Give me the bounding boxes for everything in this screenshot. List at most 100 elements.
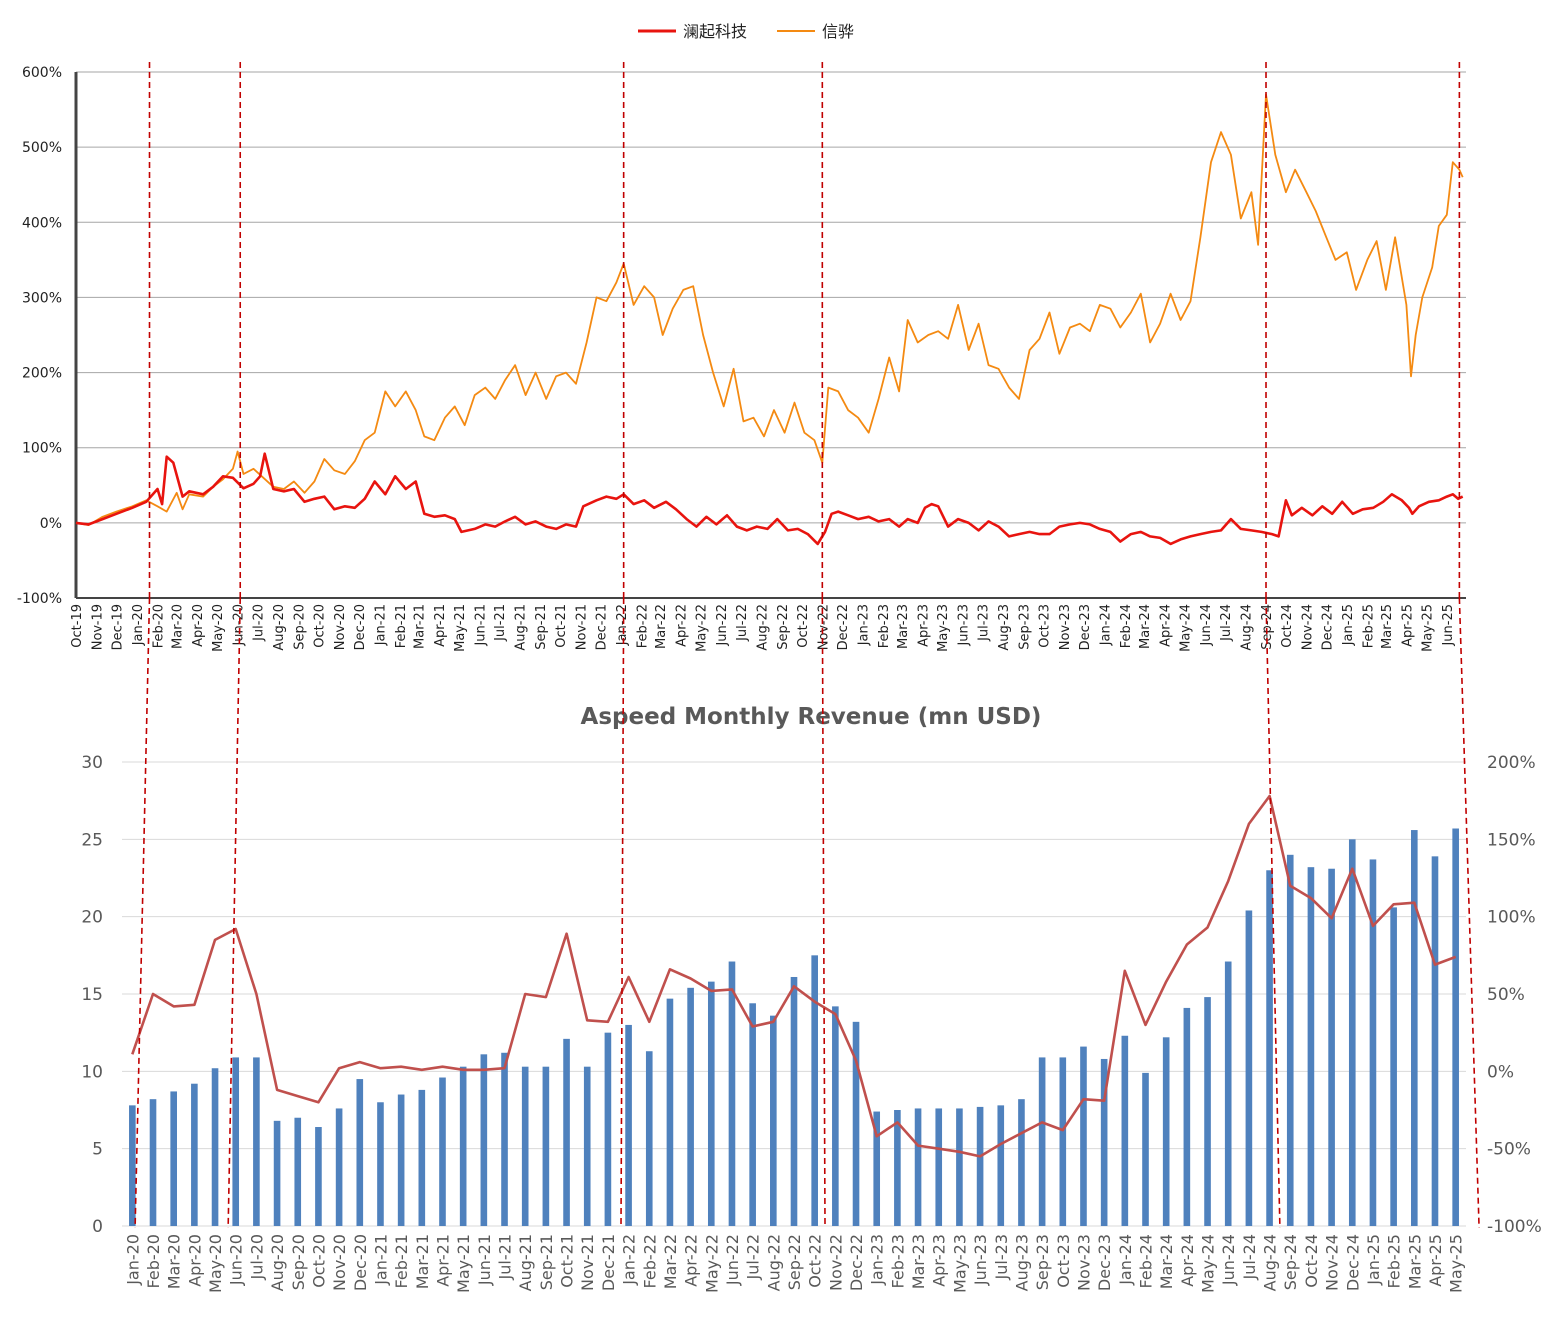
revenue-bar — [211, 1068, 219, 1226]
category-label: May-21 — [454, 1234, 473, 1293]
category-label: Aug-20 — [268, 1234, 287, 1291]
revenue-bar — [749, 1003, 756, 1226]
revenue-bar — [129, 1105, 136, 1226]
category-label: Feb-25 — [1385, 1234, 1404, 1288]
category-label: Feb-24 — [1137, 1234, 1156, 1288]
left-tick-label: 30 — [81, 753, 103, 773]
category-label: Jun-21 — [475, 1234, 494, 1286]
category-label: Oct-22 — [806, 1234, 825, 1288]
right-tick-label: 0% — [1487, 1062, 1514, 1082]
category-label: Jan-20 — [123, 1234, 142, 1286]
revenue-bar — [1224, 961, 1232, 1226]
revenue-bar — [356, 1079, 364, 1226]
y-tick-label: 500% — [22, 140, 62, 156]
x-tick-label: Feb-25 — [1361, 604, 1376, 648]
category-label: Sep-20 — [289, 1234, 308, 1290]
revenue-bar — [377, 1102, 384, 1226]
revenue-bar — [790, 976, 798, 1226]
x-tick-label: Dec-19 — [110, 604, 125, 650]
category-label: Jun-22 — [723, 1234, 742, 1286]
y-tick-label: 0% — [40, 516, 62, 532]
category-label: Jul-20 — [247, 1234, 266, 1280]
revenue-bar — [935, 1108, 943, 1226]
revenue-bar — [542, 1066, 550, 1226]
category-label: Nov-24 — [1323, 1234, 1342, 1291]
x-tick-label: Jun-25 — [1441, 604, 1456, 647]
category-label: May-25 — [1447, 1234, 1466, 1293]
x-tick-label: Dec-20 — [353, 604, 368, 650]
revenue-bar — [563, 1038, 570, 1226]
x-tick-label: Jun-22 — [715, 604, 730, 647]
x-tick-label: Oct-20 — [312, 604, 327, 648]
x-tick-label: Jul-20 — [251, 604, 266, 642]
x-tick-label: Feb-24 — [1119, 604, 1134, 648]
y-tick-label: 200% — [22, 366, 62, 382]
x-tick-label: Dec-22 — [836, 604, 851, 650]
category-label: Feb-21 — [392, 1234, 411, 1288]
category-label: Mar-24 — [1157, 1234, 1176, 1289]
revenue-bar — [1059, 1057, 1067, 1226]
revenue-bar — [521, 1066, 529, 1226]
x-tick-label: Aug-20 — [272, 604, 287, 651]
category-label: Feb-22 — [640, 1234, 659, 1288]
revenue-bar — [1286, 854, 1294, 1226]
category-label: Mar-25 — [1405, 1234, 1424, 1289]
revenue-bar — [253, 1057, 260, 1226]
revenue-bar — [852, 1021, 860, 1226]
revenue-bar — [1121, 1035, 1129, 1226]
x-tick-label: Oct-19 — [70, 604, 85, 648]
category-label: Dec-24 — [1343, 1234, 1362, 1291]
event-line-bottom — [1265, 597, 1281, 1229]
category-label: May-24 — [1199, 1234, 1218, 1293]
category-label: Jul-22 — [744, 1234, 763, 1280]
revenue-bar — [770, 1015, 777, 1226]
x-tick-label: Sep-21 — [534, 604, 549, 650]
x-tick-label: Jul-23 — [977, 604, 992, 642]
x-tick-label: Jan-23 — [857, 604, 872, 646]
revenue-bar — [501, 1052, 508, 1226]
event-line-bottom — [134, 597, 151, 1229]
category-label: Sep-21 — [537, 1234, 556, 1290]
category-label: Aug-24 — [1261, 1234, 1280, 1291]
revenue-bar — [832, 1006, 839, 1226]
x-tick-label: Apr-22 — [675, 604, 690, 647]
x-tick-label: Mar-23 — [896, 604, 911, 649]
y-tick-label: -100% — [17, 591, 62, 607]
category-label: Mar-23 — [909, 1234, 928, 1289]
right-tick-label: 100% — [1487, 908, 1536, 928]
category-label: Nov-22 — [826, 1234, 845, 1291]
x-tick-label: Jul-21 — [493, 604, 508, 642]
category-label: Mar-22 — [661, 1234, 680, 1289]
x-tick-label: Feb-23 — [877, 604, 892, 648]
revenue-bar — [1307, 867, 1315, 1226]
category-label: Sep-23 — [1033, 1234, 1052, 1290]
revenue-bar — [1328, 868, 1335, 1226]
revenue-bar — [1452, 828, 1459, 1226]
revenue-bar — [170, 1091, 178, 1226]
x-tick-label: Oct-23 — [1038, 604, 1053, 648]
revenue-bar — [1018, 1099, 1025, 1226]
revenue-bar — [1266, 870, 1273, 1226]
revenue-bar — [439, 1077, 446, 1226]
x-tick-label: Aug-21 — [514, 604, 529, 651]
revenue-bar — [894, 1110, 901, 1226]
revenue-bar — [315, 1127, 322, 1226]
revenue-bar — [1369, 859, 1377, 1226]
revenue-bar — [149, 1099, 157, 1226]
revenue-bar — [728, 961, 736, 1226]
category-label: Nov-20 — [330, 1234, 349, 1291]
category-label: Nov-21 — [578, 1234, 597, 1291]
right-tick-label: -50% — [1487, 1140, 1531, 1160]
x-tick-label: Mar-24 — [1138, 604, 1153, 649]
x-tick-label: May-24 — [1179, 604, 1194, 652]
revenue-bar — [873, 1111, 881, 1226]
x-tick-label: Jan-20 — [131, 604, 146, 646]
category-label: Aug-23 — [1012, 1234, 1031, 1291]
right-tick-label: 150% — [1487, 830, 1536, 850]
x-tick-label: Jun-21 — [473, 604, 488, 647]
revenue-bar — [459, 1066, 467, 1226]
x-tick-label: Mar-25 — [1380, 604, 1395, 649]
revenue-bar — [1245, 910, 1253, 1226]
category-label: Apr-21 — [433, 1234, 452, 1287]
